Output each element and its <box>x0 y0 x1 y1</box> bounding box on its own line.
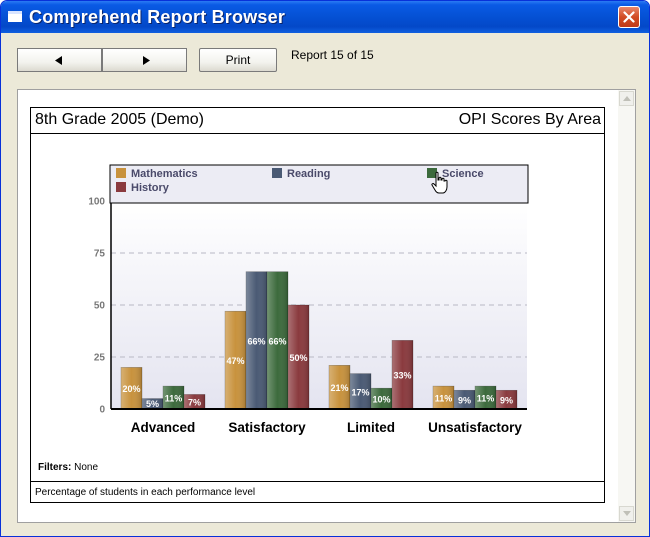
report-position-label: Report 15 of 15 <box>291 48 374 62</box>
legend-label: Science <box>442 168 484 180</box>
vertical-scrollbar[interactable] <box>618 90 635 522</box>
bar-shading <box>433 386 454 409</box>
data-label: 66% <box>247 336 265 346</box>
bar-shading <box>267 271 288 409</box>
bar-shading <box>475 386 496 409</box>
y-tick-label: 50 <box>94 301 106 312</box>
data-label: 10% <box>372 395 390 405</box>
previous-report-button[interactable] <box>17 48 102 72</box>
chevron-up-icon <box>623 96 631 101</box>
close-icon <box>623 11 635 23</box>
filters-label: Filters: <box>38 462 72 473</box>
report-viewport[interactable]: 8th Grade 2005 (Demo) OPI Scores By Area… <box>17 89 636 523</box>
bar-shading <box>496 390 517 409</box>
data-label: 66% <box>268 336 286 346</box>
report-subject: OPI Scores By Area <box>458 111 601 128</box>
bar-shading <box>454 390 475 409</box>
legend-swatch <box>116 168 126 178</box>
legend-label: Mathematics <box>131 168 198 180</box>
window-title: Comprehend Report Browser <box>29 7 286 27</box>
triangle-left-icon <box>55 56 62 65</box>
x-category-label: Limited <box>347 420 395 435</box>
data-label: 11% <box>435 394 453 404</box>
filters-value: None <box>74 462 99 473</box>
bar-shading <box>329 365 350 409</box>
chevron-down-icon <box>623 511 631 516</box>
report-title: 8th Grade 2005 (Demo) <box>35 111 204 128</box>
data-label: 20% <box>122 384 140 394</box>
window-icon <box>8 11 22 22</box>
data-label: 5% <box>146 399 159 409</box>
bar-shading <box>371 388 392 409</box>
y-tick-label: 100 <box>88 197 105 208</box>
legend-swatch <box>427 168 437 178</box>
data-label: 9% <box>500 396 513 406</box>
legend-label: Reading <box>287 168 330 180</box>
data-label: 17% <box>351 387 369 397</box>
report-page: 8th Grade 2005 (Demo) OPI Scores By Area… <box>30 107 605 503</box>
filters-line: Filters: None <box>38 462 98 473</box>
y-tick-label: 75 <box>94 249 106 260</box>
report-header: 8th Grade 2005 (Demo) OPI Scores By Area <box>31 108 604 134</box>
hand-cursor-icon <box>431 171 448 194</box>
next-report-button[interactable] <box>102 48 187 72</box>
y-tick-label: 0 <box>99 405 105 416</box>
bar-shading <box>246 271 267 409</box>
print-button[interactable]: Print <box>199 48 277 72</box>
x-category-label: Advanced <box>131 420 196 435</box>
bar-shading <box>225 311 246 409</box>
bar-shading <box>121 367 142 409</box>
legend-label: History <box>131 182 170 194</box>
data-label: 11% <box>477 394 495 404</box>
data-label: 33% <box>393 371 411 381</box>
title-bar[interactable]: Comprehend Report Browser <box>1 1 649 33</box>
bar-shading <box>288 305 309 409</box>
data-label: 7% <box>188 398 201 408</box>
bar-shading <box>184 394 205 409</box>
data-label: 11% <box>165 394 183 404</box>
bar-shading <box>350 373 371 409</box>
bar-shading <box>392 340 413 409</box>
navigation-buttons <box>17 48 187 72</box>
scroll-up-button[interactable] <box>619 91 634 106</box>
close-button[interactable] <box>618 6 640 28</box>
report-footnote: Percentage of students in each performan… <box>35 487 256 498</box>
triangle-right-icon <box>143 56 150 65</box>
data-label: 21% <box>330 383 348 393</box>
scroll-down-button[interactable] <box>619 506 634 521</box>
legend-swatch <box>272 168 282 178</box>
legend-swatch <box>116 182 126 192</box>
bar-shading <box>142 398 163 409</box>
y-tick-label: 25 <box>94 353 106 364</box>
x-category-label: Unsatisfactory <box>428 420 522 435</box>
data-label: 9% <box>458 396 471 406</box>
bar-shading <box>163 386 184 409</box>
x-category-label: Satisfactory <box>228 420 306 435</box>
legend-box <box>109 164 529 204</box>
data-label: 47% <box>226 356 244 366</box>
report-footer: Percentage of students in each performan… <box>31 481 604 503</box>
data-label: 50% <box>289 353 307 363</box>
